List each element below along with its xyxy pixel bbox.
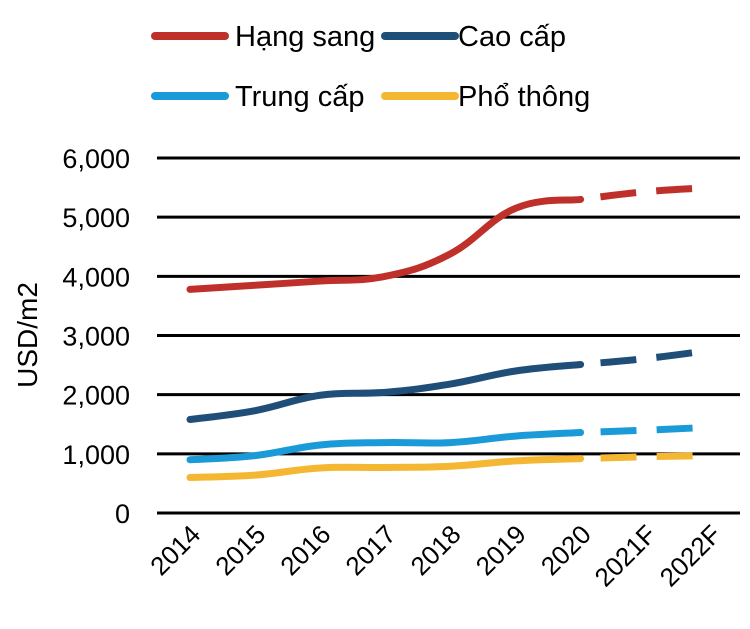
y-tick-label: 6,000	[62, 144, 130, 174]
y-axis-ticks: 0 1,000 2,000 3,000 4,000 5,000 6,000	[62, 144, 130, 529]
legend-label: Phổ thông	[458, 81, 590, 113]
y-axis-label: USD/m2	[12, 282, 43, 388]
x-tick-label: 2016	[274, 519, 336, 581]
x-tick-label: 2018	[405, 519, 467, 581]
series-1	[186, 346, 712, 424]
y-tick-label: 5,000	[62, 203, 130, 233]
legend-item: Trung cấp	[151, 81, 365, 113]
x-tick-label: 2020	[535, 519, 597, 581]
legend-label: Hạng sang	[235, 21, 375, 53]
y-tick-label: 4,000	[62, 262, 130, 292]
legend-label: Cao cấp	[458, 21, 566, 53]
series-lines	[186, 184, 712, 481]
series-0	[186, 184, 712, 293]
x-tick-label: 2015	[209, 519, 271, 581]
legend-item: Cao cấp	[381, 21, 566, 53]
legend-label: Trung cấp	[235, 81, 365, 113]
series-2	[186, 423, 711, 464]
y-tick-label: 2,000	[62, 381, 130, 411]
legend-item: Phổ thông	[381, 81, 590, 113]
series-line	[186, 360, 585, 424]
x-tick-label: 2022F	[654, 519, 727, 592]
legend: Hạng sang Cao cấp Trung cấp Phổ thông	[151, 21, 590, 113]
x-tick-label: 2021F	[589, 519, 662, 592]
x-tick-label: 2017	[339, 519, 401, 581]
series-line	[186, 429, 585, 464]
series-line	[186, 195, 585, 293]
y-tick-label: 0	[115, 499, 130, 529]
y-tick-label: 3,000	[62, 322, 130, 352]
series-3	[186, 452, 711, 481]
y-tick-label: 1,000	[62, 440, 130, 470]
x-tick-label: 2014	[144, 519, 206, 581]
series-line	[186, 455, 585, 481]
x-tick-label: 2019	[470, 519, 532, 581]
legend-item: Hạng sang	[151, 21, 375, 53]
